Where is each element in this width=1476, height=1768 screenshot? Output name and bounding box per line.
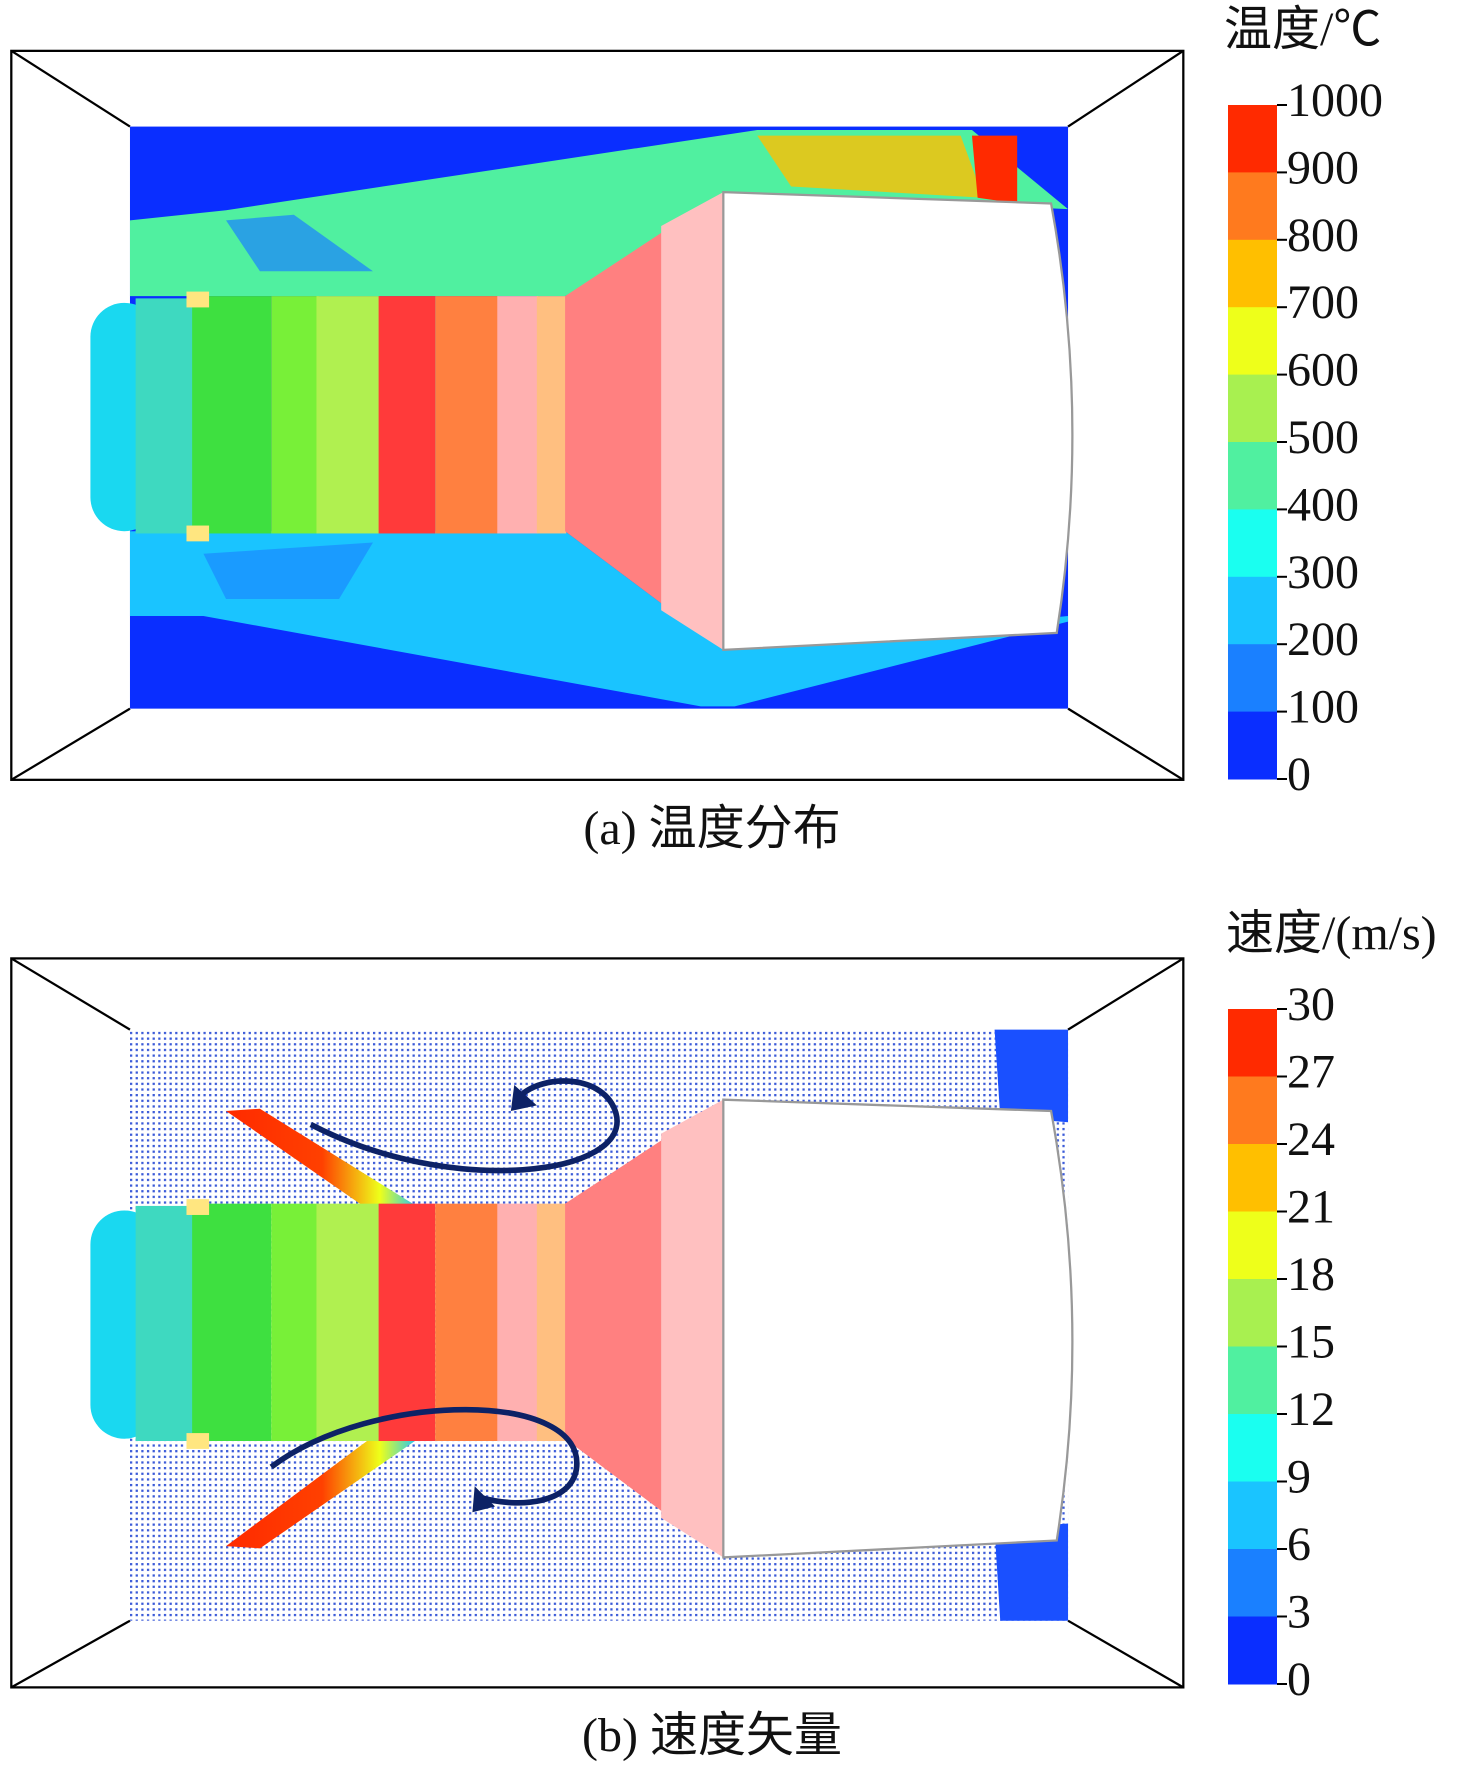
colorbar-tick-label: 600: [1287, 344, 1359, 397]
colorbar-band: [1228, 307, 1277, 376]
colorbar-band: [1228, 239, 1277, 308]
colorbar-tick-label: 200: [1287, 613, 1359, 666]
colorbar-tick-label: 30: [1287, 978, 1335, 1031]
colorbar-band: [1228, 374, 1277, 443]
colorbar-band: [1228, 1211, 1277, 1280]
colorbar-tick-label: 800: [1287, 209, 1359, 262]
colorbar-band: [1228, 711, 1277, 780]
colorbar-band: [1228, 442, 1277, 510]
colorbar-title: 温度/℃: [1224, 3, 1381, 56]
colorbar-tick-label: 400: [1287, 478, 1359, 531]
colorbar-band: [1228, 1481, 1277, 1550]
colorbar-band: [1228, 1076, 1277, 1145]
colorbar-tick-label: 700: [1287, 276, 1359, 329]
temperature-field: [10, 49, 1185, 781]
colorbar-band: [1228, 1279, 1277, 1347]
colorbar-band: [1228, 509, 1277, 578]
colorbar-tick-label: 27: [1287, 1046, 1335, 1099]
colorbar-band: [1228, 576, 1277, 645]
colorbar-band: [1228, 1414, 1277, 1482]
colorbar-tick-label: 0: [1287, 1653, 1311, 1706]
colorbar-tick-label: 900: [1287, 141, 1359, 194]
colorbar-band: [1228, 1616, 1277, 1685]
caption: (b) 速度矢量: [582, 1709, 842, 1762]
colorbar-tick-label: 24: [1287, 1113, 1335, 1166]
colorbar-band: [1228, 1009, 1277, 1077]
colorbar-tick-label: 300: [1287, 546, 1359, 599]
colorbar-tick-label: 100: [1287, 681, 1359, 734]
colorbar-tick-label: 15: [1287, 1316, 1335, 1369]
colorbar-band: [1228, 1549, 1277, 1617]
caption: (a) 温度分布: [583, 802, 840, 855]
colorbar-tick-label: 0: [1287, 748, 1311, 801]
colorbar-band: [1228, 1144, 1277, 1212]
colorbar-tick-label: 1000: [1287, 74, 1383, 127]
colorbar-title: 速度/(m/s): [1226, 907, 1437, 960]
colorbar-tick-label: 6: [1287, 1518, 1311, 1571]
colorbar-band: [1228, 105, 1277, 173]
colorbar-tick-label: 21: [1287, 1181, 1335, 1234]
colorbar-band: [1228, 1346, 1277, 1415]
colorbar-tick-label: 500: [1287, 411, 1359, 464]
colorbar-tick-label: 9: [1287, 1451, 1311, 1504]
colorbar-tick-label: 3: [1287, 1586, 1311, 1639]
velocity-field: [10, 957, 1185, 1689]
colorbar-tick-label: 18: [1287, 1248, 1335, 1301]
colorbar-band: [1228, 172, 1277, 241]
colorbar-band: [1228, 644, 1277, 713]
colorbar-tick-label: 12: [1287, 1383, 1335, 1436]
